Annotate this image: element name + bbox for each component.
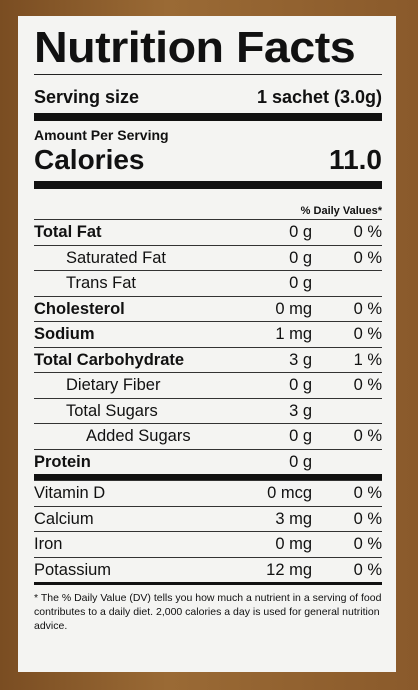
nutrient-row: Protein 0 g: [34, 448, 382, 475]
daily-value: 0 %: [353, 560, 382, 579]
nutrient-amount: 3 mg: [275, 509, 312, 528]
amount-per-serving: Amount Per Serving: [34, 127, 169, 143]
vitamin-table: Vitamin D 0 mcg 0 % Calcium 3 mg 0 % Iron 0 mg 0…: [34, 480, 382, 582]
nutrient-amount: 3 g: [289, 350, 312, 369]
nutrient-row: Calcium 3 mg 0 %: [34, 505, 382, 532]
rule: [34, 74, 382, 75]
nutrient-row: Cholesterol 0 mg 0 %: [34, 295, 382, 322]
nutrient-row: Iron 0 mg 0 %: [34, 531, 382, 557]
nutrient-row: Sodium 1 mg 0 %: [34, 321, 382, 347]
daily-value: 1 %: [353, 350, 382, 369]
serving-row: Serving size 1 sachet (3.0g): [34, 85, 382, 109]
nutrient-amount: 0 mg: [275, 299, 312, 318]
thick-rule: [34, 474, 382, 480]
nutrient-row: Saturated Fat 0 g 0 %: [34, 244, 382, 271]
spacer: [312, 450, 382, 475]
calories-label: Calories: [34, 144, 145, 175]
daily-value: 0 %: [353, 509, 382, 528]
nutrient-name: Protein: [34, 452, 91, 471]
nutrient-amount: 0 mcg: [267, 484, 312, 502]
daily-value: 0 %: [353, 299, 382, 318]
nutrient-amount: 3 g: [289, 401, 312, 420]
nutrient-row: Total Carbohydrate 3 g 1 %: [34, 346, 382, 373]
nutrient-name: Sodium: [34, 325, 95, 343]
nutrient-name: Total Fat: [34, 223, 102, 241]
calories-value: 11.0: [329, 144, 382, 175]
nutrient-name: Saturated Fat: [66, 248, 166, 267]
nutrient-row: Dietary Fiber 0 g 0 %: [34, 372, 382, 398]
footnote: * The % Daily Value (DV) tells you how m…: [34, 582, 382, 633]
nutrient-amount: 1 mg: [275, 325, 312, 343]
daily-value: 0 %: [353, 535, 382, 553]
nutrient-amount: 0 g: [289, 248, 312, 267]
nutrient-amount: 0 g: [289, 452, 312, 471]
nutrient-amount: 12 mg: [266, 560, 312, 579]
thick-rule: [34, 113, 382, 121]
nutrient-table: Total Fat 0 g 0 % Saturated Fat 0 g 0 % Trans …: [34, 219, 382, 474]
dv-header: % Daily Values*: [300, 205, 382, 217]
nutrient-name: Trans Fat: [66, 274, 136, 292]
spacer: [312, 399, 382, 424]
spacer: [312, 271, 382, 296]
nutrient-name: Total Sugars: [66, 401, 158, 420]
nutrient-name: Calcium: [34, 509, 94, 528]
nutrient-row: Total Sugars 3 g: [34, 397, 382, 424]
nutrient-amount: 0 g: [289, 274, 312, 292]
nutrient-amount: 0 g: [289, 376, 312, 394]
nutrient-row: Vitamin D 0 mcg 0 %: [34, 480, 382, 506]
serving-label: Serving size: [34, 87, 140, 107]
nutrient-amount: 0 g: [289, 223, 312, 241]
nutrient-row: Total Fat 0 g 0 %: [34, 219, 382, 245]
daily-value: 0 %: [353, 427, 382, 445]
thick-rule: [34, 181, 382, 189]
nutrient-name: Added Sugars: [86, 427, 191, 445]
nutrient-name: Vitamin D: [34, 484, 106, 502]
nutrient-name: Cholesterol: [34, 299, 125, 318]
daily-value: 0 %: [353, 325, 382, 343]
daily-value: 0 %: [353, 248, 382, 267]
daily-value: 0 %: [353, 376, 382, 394]
nutrient-name: Total Carbohydrate: [34, 350, 185, 369]
nutrient-row: Potassium 12 mg 0 %: [34, 556, 382, 583]
nutrient-row: Trans Fat 0 g: [34, 270, 382, 296]
calories-row: Calories 11.0: [34, 143, 382, 177]
daily-value: 0 %: [353, 484, 382, 502]
daily-value: 0 %: [353, 223, 382, 241]
nutrient-row: Added Sugars 0 g 0 %: [34, 423, 382, 449]
nutrient-name: Dietary Fiber: [66, 376, 161, 394]
nutrient-name: Potassium: [34, 560, 112, 579]
title: Nutrition Facts: [34, 23, 356, 72]
nutrient-amount: 0 mg: [275, 535, 312, 553]
nutrient-name: Iron: [34, 535, 63, 553]
nutrition-label: Nutrition Facts Serving size 1 sachet (3…: [18, 16, 396, 672]
nutrient-amount: 0 g: [289, 427, 312, 445]
serving-value: 1 sachet (3.0g): [256, 87, 382, 107]
